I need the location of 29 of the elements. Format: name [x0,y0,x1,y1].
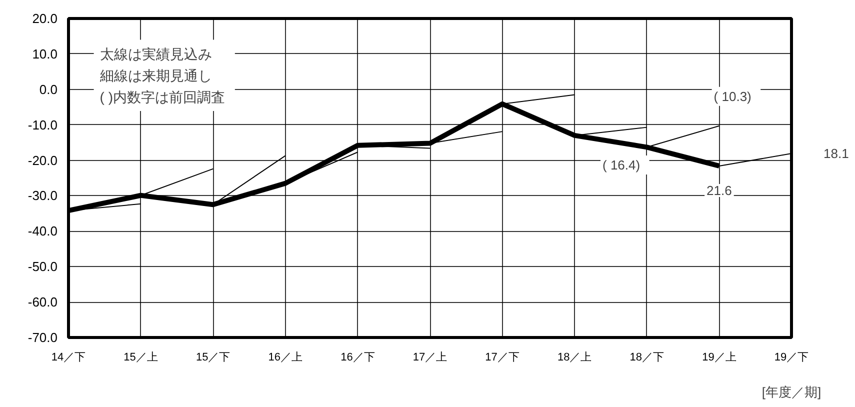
x-tick-label: 16／上 [268,350,303,364]
x-tick-label: 15／下 [196,352,230,364]
x-tick-label: 18／下 [630,352,664,364]
y-tick-label: -20.0 [28,152,58,168]
annotation: ( )内数字は前回調査 [100,88,226,105]
x-tick-label: 19／上 [702,350,736,364]
y-tick-label: -50.0 [28,259,58,274]
y-tick-label: -10.0 [28,117,58,132]
annotation: 21.6 [706,182,732,198]
annotation: 太線は実績見込み [100,46,212,62]
annotation: ( 16.4) [602,158,640,173]
x-tick-label: 16／下 [340,352,375,364]
annotation: 18.1 [824,146,849,162]
x-tick-label: 17／下 [485,352,520,364]
annotation: 細線は来期見通し [98,67,212,84]
y-tick-label: -60.0 [28,294,58,310]
y-tick-label: -30.0 [28,188,58,204]
x-tick-label: 15／上 [124,350,158,364]
y-tick-label: 10.0 [32,46,58,62]
annotation: ( 10.3) [714,88,752,104]
x-tick-label: 14／下 [51,352,86,364]
x-axis-title: [年度／期] [762,384,822,400]
y-tick-label: 0.0 [39,82,58,97]
y-tick-label: -40.0 [28,224,58,239]
y-tick-label: 20.0 [32,11,58,26]
y-tick-label: -70.0 [28,330,58,345]
x-tick-label: 17／上 [412,350,448,364]
x-tick-label: 19／下 [774,352,809,364]
x-tick-label: 18／上 [557,350,592,364]
